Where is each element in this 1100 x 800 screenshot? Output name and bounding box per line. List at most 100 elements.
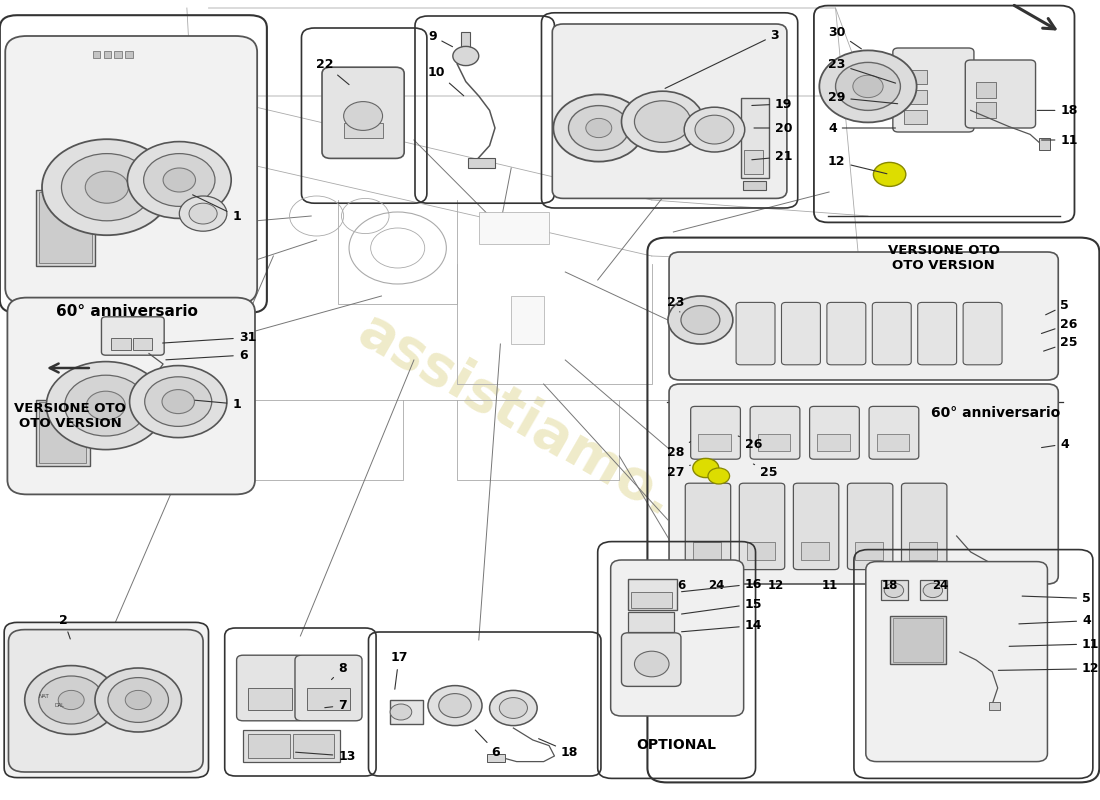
Bar bbox=[478, 212, 549, 244]
Circle shape bbox=[635, 101, 691, 142]
Bar bbox=[243, 730, 340, 762]
Text: 2: 2 bbox=[59, 614, 70, 639]
Circle shape bbox=[86, 391, 125, 420]
FancyBboxPatch shape bbox=[610, 560, 744, 716]
Circle shape bbox=[499, 698, 527, 718]
FancyBboxPatch shape bbox=[685, 483, 730, 570]
Bar bbox=[307, 688, 350, 710]
Circle shape bbox=[569, 106, 629, 150]
Circle shape bbox=[39, 676, 103, 724]
Circle shape bbox=[695, 115, 734, 144]
Bar bbox=[39, 192, 91, 263]
Text: 9: 9 bbox=[428, 30, 452, 46]
Bar bbox=[249, 688, 292, 710]
Text: 8: 8 bbox=[331, 662, 346, 679]
FancyBboxPatch shape bbox=[691, 406, 740, 459]
Text: 18: 18 bbox=[539, 738, 579, 758]
Text: 25: 25 bbox=[754, 464, 778, 478]
Bar bbox=[904, 110, 927, 124]
Text: DRL: DRL bbox=[54, 703, 64, 708]
Text: 60° anniversario: 60° anniversario bbox=[932, 406, 1060, 419]
Text: 12: 12 bbox=[999, 662, 1100, 675]
Bar bbox=[747, 542, 776, 560]
FancyBboxPatch shape bbox=[6, 36, 257, 304]
Bar bbox=[628, 612, 674, 632]
Circle shape bbox=[390, 704, 411, 720]
Bar bbox=[35, 190, 95, 266]
Text: 4: 4 bbox=[1042, 438, 1069, 450]
Text: 14: 14 bbox=[682, 619, 762, 632]
Circle shape bbox=[852, 75, 883, 98]
Circle shape bbox=[144, 154, 214, 206]
Text: 11: 11 bbox=[1009, 638, 1100, 650]
Bar bbox=[487, 754, 505, 762]
Circle shape bbox=[343, 102, 383, 130]
FancyBboxPatch shape bbox=[847, 483, 893, 570]
Text: 21: 21 bbox=[751, 150, 792, 163]
Bar bbox=[133, 338, 152, 350]
Circle shape bbox=[163, 168, 196, 192]
FancyBboxPatch shape bbox=[893, 48, 974, 132]
Text: 31: 31 bbox=[163, 331, 256, 344]
Circle shape bbox=[635, 651, 669, 677]
Text: 24: 24 bbox=[932, 579, 948, 592]
Text: 15: 15 bbox=[682, 598, 762, 614]
FancyBboxPatch shape bbox=[739, 483, 784, 570]
Text: 6: 6 bbox=[166, 349, 248, 362]
Circle shape bbox=[125, 690, 151, 710]
Bar bbox=[976, 102, 996, 118]
Bar bbox=[698, 434, 730, 451]
Circle shape bbox=[884, 583, 904, 598]
Text: NAT: NAT bbox=[39, 694, 50, 698]
Circle shape bbox=[62, 154, 152, 221]
Bar bbox=[817, 434, 849, 451]
Bar bbox=[249, 734, 289, 758]
Bar bbox=[744, 150, 763, 174]
Circle shape bbox=[108, 678, 168, 722]
Text: 12: 12 bbox=[828, 155, 887, 174]
Text: 1: 1 bbox=[195, 398, 241, 410]
Circle shape bbox=[681, 306, 719, 334]
Bar bbox=[111, 338, 131, 350]
Text: 12: 12 bbox=[768, 579, 784, 592]
Bar bbox=[293, 734, 334, 758]
FancyBboxPatch shape bbox=[966, 60, 1035, 128]
FancyBboxPatch shape bbox=[793, 483, 839, 570]
FancyBboxPatch shape bbox=[8, 298, 255, 494]
Bar bbox=[125, 51, 133, 58]
Circle shape bbox=[453, 46, 478, 66]
Text: 4: 4 bbox=[828, 122, 895, 134]
Circle shape bbox=[490, 690, 537, 726]
Bar bbox=[512, 296, 543, 344]
Circle shape bbox=[553, 94, 645, 162]
Bar bbox=[462, 32, 470, 48]
Bar bbox=[1038, 138, 1049, 150]
Text: 24: 24 bbox=[708, 579, 725, 592]
FancyBboxPatch shape bbox=[101, 317, 164, 355]
Bar bbox=[741, 98, 769, 178]
Circle shape bbox=[836, 62, 901, 110]
Text: 23: 23 bbox=[828, 58, 895, 83]
FancyBboxPatch shape bbox=[736, 302, 776, 365]
FancyBboxPatch shape bbox=[810, 406, 859, 459]
FancyBboxPatch shape bbox=[964, 302, 1002, 365]
Text: 18: 18 bbox=[1037, 104, 1078, 117]
Circle shape bbox=[923, 583, 943, 598]
Bar bbox=[904, 90, 927, 104]
Bar bbox=[742, 181, 767, 190]
Bar bbox=[890, 616, 946, 664]
FancyBboxPatch shape bbox=[781, 302, 821, 365]
FancyBboxPatch shape bbox=[4, 622, 209, 778]
FancyBboxPatch shape bbox=[669, 252, 1058, 380]
Text: 4: 4 bbox=[1019, 614, 1091, 627]
Text: 13: 13 bbox=[296, 750, 355, 762]
Text: 28: 28 bbox=[667, 442, 691, 458]
Bar bbox=[631, 592, 672, 608]
Text: 11: 11 bbox=[1042, 134, 1078, 146]
Bar bbox=[877, 434, 909, 451]
FancyBboxPatch shape bbox=[869, 406, 918, 459]
Circle shape bbox=[693, 458, 718, 478]
Bar bbox=[139, 382, 154, 390]
Text: 19: 19 bbox=[751, 98, 792, 110]
FancyBboxPatch shape bbox=[621, 633, 681, 686]
